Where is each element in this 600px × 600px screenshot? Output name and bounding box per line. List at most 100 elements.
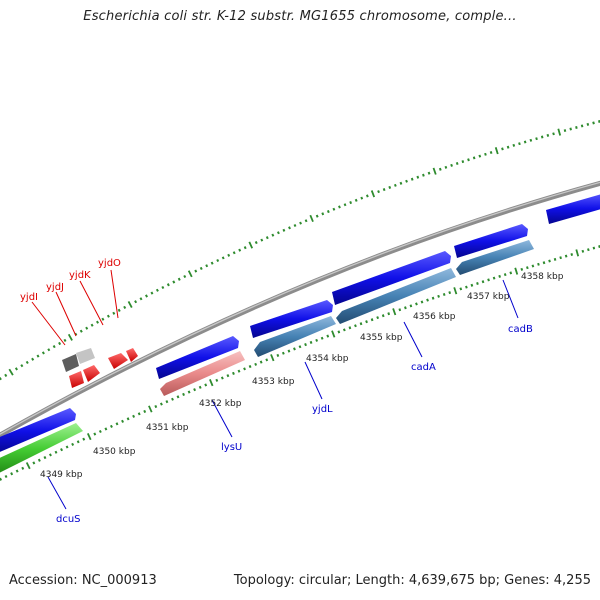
minor-tick — [465, 285, 468, 289]
minor-tick — [166, 283, 170, 287]
forward-gene-labels: yjdI yjdJ yjdK yjdO — [20, 258, 121, 346]
minor-tick — [31, 357, 35, 361]
forward-gene[interactable] — [156, 336, 239, 379]
minor-tick — [21, 466, 25, 470]
gene-label-lysU[interactable]: lysU — [221, 442, 242, 453]
label-leader-line — [110, 269, 119, 319]
minor-tick — [227, 253, 231, 257]
minor-tick — [282, 228, 286, 232]
lysU-gene[interactable] — [160, 351, 245, 396]
gene-label-yjdK[interactable]: yjdK — [69, 270, 91, 281]
minor-tick — [265, 236, 269, 240]
major-tick — [248, 241, 254, 249]
minor-tick — [410, 177, 414, 181]
minor-tick — [182, 392, 185, 396]
dcuS-gene[interactable] — [0, 423, 83, 475]
minor-tick — [101, 317, 105, 321]
gene-label-cadB[interactable]: cadB — [508, 324, 533, 335]
minor-tick — [431, 296, 435, 300]
forward-gene[interactable] — [250, 300, 333, 338]
minor-tick — [559, 256, 562, 260]
minor-tick — [132, 414, 136, 418]
major-tick — [8, 368, 14, 376]
scale-label: 4354 kbp — [306, 354, 349, 364]
minor-tick — [448, 291, 452, 295]
minor-tick — [121, 419, 125, 423]
minor-tick — [540, 135, 544, 139]
minor-tick — [171, 397, 174, 401]
minor-tick — [388, 185, 392, 189]
forward-gene[interactable] — [0, 408, 76, 454]
minor-tick — [36, 354, 40, 358]
minor-tick — [570, 253, 574, 256]
minor-tick — [161, 285, 165, 290]
pseudo-feature[interactable] — [62, 354, 79, 372]
minor-tick — [176, 395, 180, 399]
small-red-feature[interactable] — [126, 348, 138, 362]
forward-gene[interactable] — [332, 251, 451, 305]
label-leader-line — [31, 301, 66, 346]
minor-tick — [442, 292, 446, 297]
minor-tick — [467, 158, 470, 162]
minor-tick — [478, 154, 482, 158]
minor-tick — [470, 283, 474, 287]
minor-tick — [82, 437, 86, 441]
gene-label-yjdL[interactable]: yjdL — [312, 404, 333, 415]
minor-tick — [90, 323, 94, 327]
major-tick — [270, 354, 275, 362]
minor-tick — [220, 376, 224, 380]
gene-label-cadA[interactable]: cadA — [411, 362, 436, 373]
pseudo-feature[interactable] — [76, 348, 95, 364]
major-tick — [453, 287, 458, 295]
major-tick — [432, 167, 437, 175]
small-red-feature[interactable] — [83, 365, 100, 382]
minor-tick — [243, 367, 246, 371]
chromosome-backbone — [0, 180, 600, 439]
gene-label-dcuS[interactable]: dcuS — [56, 514, 81, 525]
minor-tick — [293, 347, 296, 351]
minor-tick — [326, 210, 330, 214]
minor-tick — [337, 330, 341, 334]
cadA-gene[interactable] — [336, 268, 456, 324]
minor-tick — [382, 188, 386, 192]
minor-tick — [210, 261, 214, 265]
small-red-feature[interactable] — [69, 371, 84, 388]
minor-tick — [276, 231, 280, 235]
minor-tick — [586, 122, 590, 126]
scale-label: 4355 kbp — [360, 333, 403, 343]
minor-tick — [481, 280, 485, 284]
gene-label-yjdI[interactable]: yjdI — [20, 292, 38, 303]
minor-tick — [10, 472, 14, 476]
minor-tick — [520, 267, 524, 271]
scale-label: 4356 kbp — [413, 312, 456, 322]
minor-tick — [25, 360, 29, 365]
cadB-gene[interactable] — [456, 240, 534, 275]
forward-gene[interactable] — [546, 193, 600, 224]
minor-tick — [349, 201, 353, 205]
minor-tick — [472, 156, 476, 160]
minor-tick — [85, 326, 89, 330]
minor-tick — [438, 167, 442, 171]
minor-tick — [338, 205, 341, 209]
yjdL-gene[interactable] — [254, 316, 336, 357]
minor-tick — [145, 294, 148, 298]
minor-tick — [259, 360, 263, 364]
minor-tick — [221, 256, 225, 260]
minor-tick — [416, 175, 420, 179]
gene-label-yjdJ[interactable]: yjdJ — [46, 282, 64, 293]
minor-tick — [387, 312, 391, 316]
minor-tick — [4, 474, 8, 479]
minor-tick — [58, 341, 62, 346]
minor-tick — [298, 345, 302, 349]
minor-tick — [194, 269, 198, 273]
forward-gene[interactable] — [454, 224, 528, 258]
minor-tick — [154, 405, 158, 409]
minor-tick — [354, 198, 358, 202]
small-red-feature[interactable] — [108, 353, 128, 369]
gene-label-yjdO[interactable]: yjdO — [98, 258, 121, 269]
minor-tick — [498, 274, 501, 278]
minor-tick — [254, 240, 258, 245]
minor-tick — [575, 126, 578, 129]
minor-tick — [123, 305, 127, 309]
